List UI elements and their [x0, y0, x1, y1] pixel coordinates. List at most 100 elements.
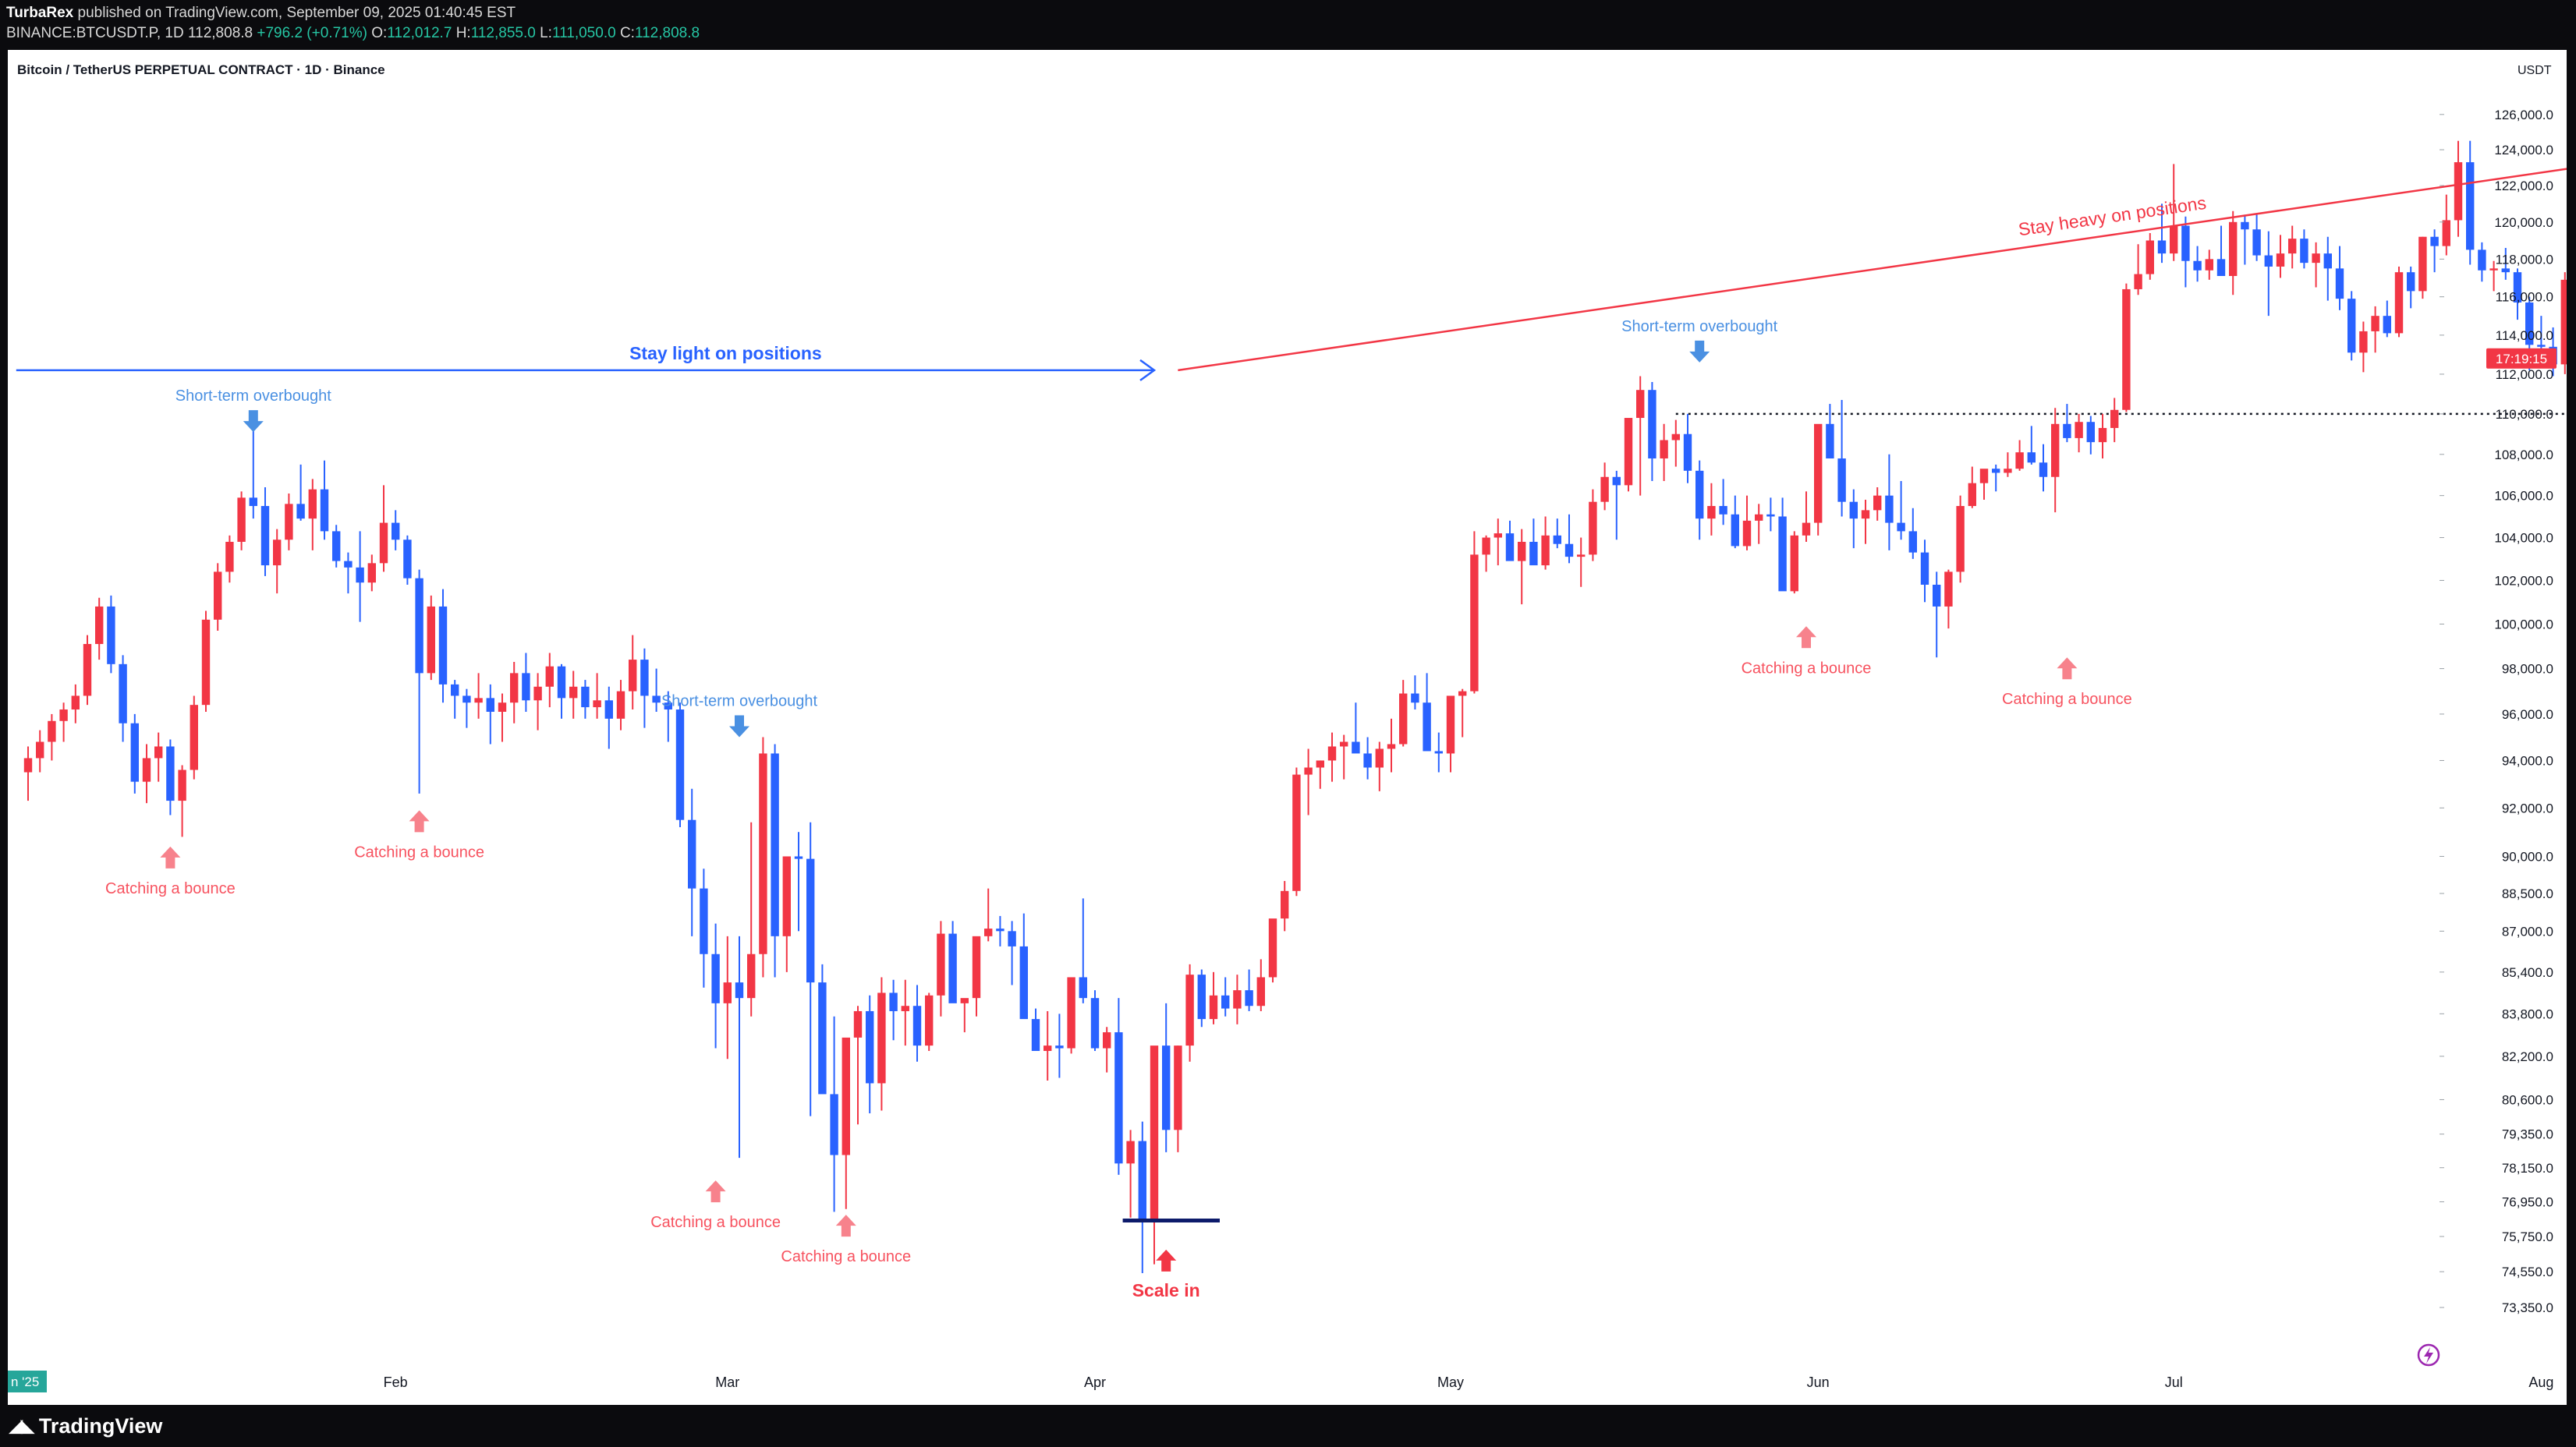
candle[interactable] — [474, 673, 483, 719]
candle[interactable] — [984, 888, 993, 942]
candle[interactable] — [1956, 495, 1965, 583]
candle[interactable] — [2157, 203, 2167, 264]
candle[interactable] — [2063, 404, 2071, 443]
bounce-annotation[interactable]: Catching a bounce — [354, 810, 484, 861]
bounce-annotation[interactable]: Catching a bounce — [650, 1180, 781, 1231]
candle[interactable] — [1399, 680, 1408, 747]
candle[interactable] — [1529, 518, 1538, 566]
candle[interactable] — [771, 744, 779, 978]
candle[interactable] — [1553, 518, 1561, 549]
candle[interactable] — [2229, 211, 2238, 295]
candle[interactable] — [700, 869, 708, 988]
candle[interactable] — [2027, 426, 2036, 465]
candle[interactable] — [2383, 300, 2391, 338]
candle[interactable] — [1067, 977, 1075, 1054]
candle[interactable] — [1079, 898, 1087, 1003]
candle[interactable] — [1292, 767, 1301, 897]
candle[interactable] — [545, 653, 554, 708]
candle[interactable] — [2335, 246, 2344, 310]
candle[interactable] — [1138, 1121, 1146, 1274]
candle[interactable] — [711, 923, 720, 1049]
bounce-annotation[interactable]: Catching a bounce — [1742, 626, 1872, 677]
candle[interactable] — [427, 595, 435, 681]
candle[interactable] — [2264, 231, 2273, 317]
candle[interactable] — [1755, 504, 1763, 544]
down-arrow-icon[interactable] — [729, 715, 749, 738]
candle[interactable] — [296, 464, 305, 521]
stay-heavy-arrow-line[interactable] — [1178, 94, 2567, 372]
candle[interactable] — [557, 663, 566, 719]
candle[interactable] — [1281, 881, 1289, 932]
candle[interactable] — [1719, 479, 1727, 525]
candle[interactable] — [1411, 675, 1419, 710]
candle[interactable] — [2145, 232, 2154, 280]
bounce-annotation[interactable]: Catching a bounce — [781, 1215, 911, 1265]
candle[interactable] — [2300, 229, 2308, 269]
candle[interactable] — [1352, 702, 1360, 754]
candle[interactable] — [1564, 514, 1574, 564]
candle[interactable] — [2430, 229, 2439, 273]
candle[interactable] — [1114, 998, 1123, 1175]
up-arrow-icon[interactable] — [160, 846, 181, 869]
candle[interactable] — [1778, 497, 1787, 592]
candle[interactable] — [1387, 718, 1396, 773]
candle[interactable] — [237, 491, 246, 550]
candle[interactable] — [2513, 268, 2522, 320]
candle[interactable] — [794, 832, 803, 932]
candle[interactable] — [1920, 540, 1929, 603]
down-arrow-icon[interactable] — [1689, 340, 1710, 363]
candle[interactable] — [23, 746, 33, 801]
candle[interactable] — [569, 670, 578, 719]
candle[interactable] — [2489, 260, 2498, 292]
bounce-annotation[interactable]: Catching a bounce — [105, 846, 236, 897]
candle[interactable] — [2478, 242, 2486, 282]
candle[interactable] — [415, 569, 423, 794]
candle[interactable] — [1612, 470, 1621, 540]
candle[interactable] — [616, 680, 625, 731]
candle[interactable] — [201, 610, 211, 712]
candle[interactable] — [1742, 495, 1752, 550]
candle[interactable] — [1327, 732, 1337, 782]
candle[interactable] — [1126, 1130, 1135, 1218]
candle[interactable] — [2371, 306, 2379, 353]
candle[interactable] — [1470, 531, 1479, 694]
candle[interactable] — [438, 589, 448, 703]
candle[interactable] — [273, 529, 282, 594]
candle[interactable] — [1423, 673, 1431, 752]
up-arrow-icon[interactable] — [2057, 657, 2078, 680]
candle[interactable] — [1660, 423, 1668, 482]
candle[interactable] — [1968, 466, 1976, 508]
candle[interactable] — [2004, 452, 2012, 477]
candle[interactable] — [83, 635, 92, 706]
price-chart[interactable]: Bitcoin / TetherUS PERPETUAL CONTRACT · … — [8, 50, 2567, 1405]
candle[interactable] — [912, 985, 922, 1062]
candle[interactable] — [95, 597, 104, 660]
candle[interactable] — [48, 713, 56, 761]
candle[interactable] — [581, 680, 590, 719]
candle[interactable] — [190, 695, 198, 780]
candle[interactable] — [1707, 483, 1716, 536]
candle[interactable] — [214, 563, 222, 631]
candle[interactable] — [901, 979, 909, 1046]
candle[interactable] — [1944, 569, 1953, 629]
candle[interactable] — [154, 732, 163, 782]
down-arrow-icon[interactable] — [243, 410, 264, 433]
candle[interactable] — [2252, 214, 2261, 261]
candle[interactable] — [688, 788, 696, 936]
candle[interactable] — [640, 648, 649, 728]
up-arrow-icon[interactable] — [409, 810, 430, 833]
time-axis[interactable]: n '25FebMarAprMayJunJulAugSep — [8, 1371, 2567, 1392]
candle[interactable] — [2015, 440, 2024, 471]
candle[interactable] — [2323, 236, 2332, 301]
candle[interactable] — [1624, 418, 1633, 492]
candle[interactable] — [747, 822, 756, 1017]
candle[interactable] — [1150, 1045, 1159, 1265]
candle[interactable] — [142, 744, 151, 804]
candle[interactable] — [759, 737, 767, 978]
candle[interactable] — [2193, 246, 2202, 282]
candle[interactable] — [1221, 977, 1230, 1017]
candle[interactable] — [1044, 1010, 1052, 1081]
candle[interactable] — [2110, 398, 2119, 443]
candle[interactable] — [1446, 695, 1455, 773]
candle[interactable] — [593, 673, 601, 719]
